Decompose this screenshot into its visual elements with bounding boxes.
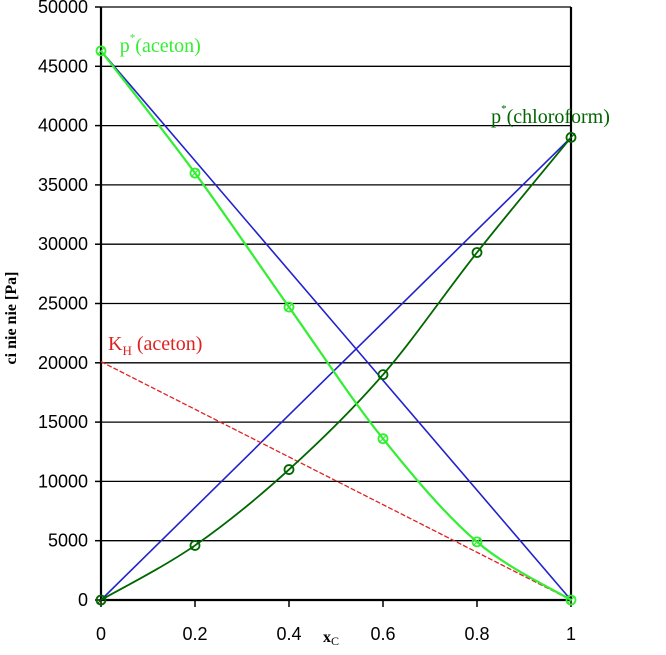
data-point-aceton-3 (377, 433, 389, 445)
annotation-p-aceton-sup: * (130, 32, 136, 44)
y-axis-title: ci nie nie [Pa] (3, 272, 20, 365)
x-tick-label-0.6: 0.6 (370, 624, 395, 644)
y-tick-label-10000: 10000 (38, 471, 88, 491)
tick-label-layer: 0 5000 10000 15000 20000 25000 30000 35000 40000… (38, 0, 576, 644)
annotation-kh-aceton: KH (aceton) (108, 333, 202, 358)
y-tick-label-30000: 30000 (38, 234, 88, 254)
data-point-chloroform-3 (377, 369, 389, 381)
x-tick-label-1: 1 (566, 624, 576, 644)
data-point-aceton-1 (189, 167, 201, 179)
y-tick-label-15000: 15000 (38, 412, 88, 432)
data-point-chloroform-5 (565, 132, 577, 143)
x-axis-title: xC (323, 629, 339, 648)
x-tick-label-0.4: 0.4 (276, 624, 301, 644)
data-point-slash-aceton-2 (284, 302, 294, 312)
data-point-aceton-5 (565, 594, 577, 606)
y-tick-label-25000: 25000 (38, 294, 88, 314)
y-tick-label-35000: 35000 (38, 175, 88, 195)
y-tick-label-50000: 50000 (38, 0, 88, 17)
data-point-slash-chloroform-4 (472, 248, 482, 257)
data-point-slash-chloroform-5 (566, 133, 576, 142)
data-point-slash-chloroform-3 (378, 370, 388, 380)
y-tick-label-0: 0 (78, 590, 88, 610)
annotation-kh-aceton-rest: (aceton) (132, 333, 203, 355)
grid-layer (101, 6, 571, 601)
data-point-slash-chloroform-1 (190, 541, 200, 550)
series-line-ideal-aceton (100, 50, 572, 601)
annotation-kh-aceton-main: K (108, 333, 123, 355)
annotation-p-chloroform-sup: * (501, 103, 507, 115)
series-line-chloroform (100, 136, 572, 601)
y-tick-label-20000: 20000 (38, 353, 88, 373)
data-point-slash-aceton-1 (190, 168, 200, 178)
annotation-p-aceton: p*(aceton) (120, 32, 201, 57)
x-axis-title-sub: C (331, 634, 339, 648)
data-point-slash-aceton-3 (378, 434, 388, 444)
x-axis-title-main: x (323, 629, 331, 646)
axes-layer (95, 6, 573, 607)
data-point-slash-chloroform-0 (96, 595, 106, 605)
annotation-kh-aceton-sub: H (123, 343, 132, 358)
data-point-slash-chloroform-2 (284, 465, 294, 474)
data-point-chloroform-1 (189, 540, 201, 551)
data-point-slash-aceton-5 (566, 595, 576, 605)
series-layer (95, 45, 577, 606)
data-point-chloroform-0 (95, 594, 107, 606)
annotation-p-chloroform-rest: (chloroform) (507, 106, 610, 128)
data-point-aceton-0 (95, 45, 107, 57)
y-tick-label-40000: 40000 (38, 116, 88, 136)
data-point-aceton-2 (283, 301, 295, 313)
annotation-p-chloroform-main: p (491, 106, 501, 128)
annotation-p-aceton-main: p (120, 35, 130, 57)
data-point-chloroform-2 (283, 464, 295, 475)
series-line-henry-aceton (100, 361, 572, 601)
x-tick-label-0: 0 (96, 624, 106, 644)
y-tick-label-45000: 45000 (38, 56, 88, 76)
series-line-ideal-chloroform (100, 136, 572, 601)
annotation-layer: p*(aceton)p*(chloroform)KH (aceton) (108, 32, 610, 358)
annotation-p-chloroform: p*(chloroform) (491, 103, 610, 128)
data-point-slash-aceton-0 (96, 46, 106, 56)
data-point-chloroform-4 (471, 247, 483, 258)
x-tick-label-0.8: 0.8 (464, 624, 489, 644)
data-point-slash-aceton-4 (472, 537, 482, 547)
x-tick-label-0.2: 0.2 (182, 624, 207, 644)
annotation-p-aceton-rest: (aceton) (135, 35, 201, 57)
data-point-aceton-4 (471, 536, 483, 548)
y-tick-label-5000: 5000 (48, 531, 88, 551)
